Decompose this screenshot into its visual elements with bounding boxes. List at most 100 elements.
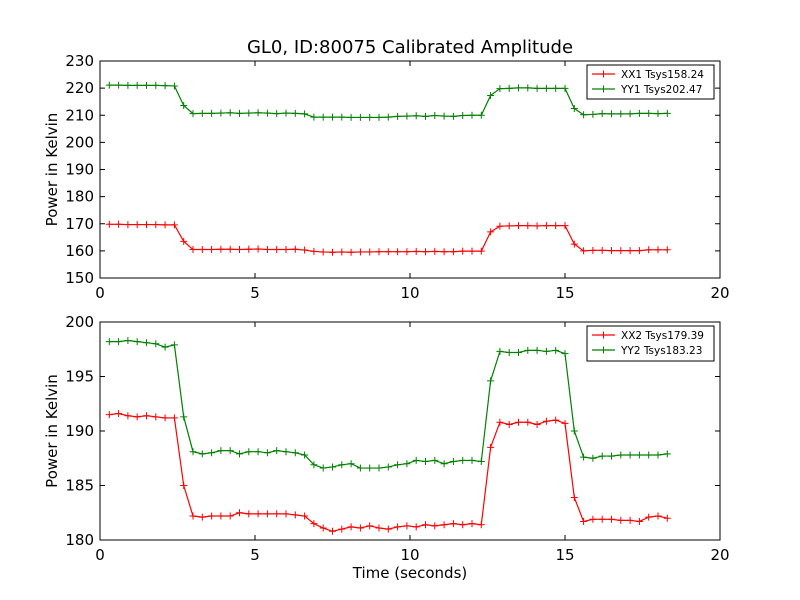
y-tick-label-1-1: 150 [65, 269, 94, 287]
data-point-1-2-53 [589, 110, 597, 118]
x-axis-label-2: Time (seconds) [352, 564, 468, 582]
data-point-1-1-17 [254, 245, 262, 253]
data-point-1-2-44 [505, 84, 513, 92]
data-point-1-1-24 [319, 248, 327, 256]
x-tick-label-1-4: 15 [555, 284, 574, 302]
data-point-2-1-25 [329, 527, 336, 535]
legend-marker-1-2 [600, 85, 607, 93]
data-point-2-1-19 [273, 510, 281, 518]
data-point-1-2-4 [133, 81, 141, 89]
data-point-1-2-27 [347, 113, 355, 121]
data-point-2-2-52 [580, 453, 588, 461]
data-point-2-2-54 [598, 452, 606, 460]
y-tick-label-1-7: 210 [65, 106, 94, 124]
data-point-2-1-57 [626, 516, 634, 524]
x-tick-label-2-4: 15 [555, 546, 574, 564]
data-point-2-2-21 [291, 449, 299, 457]
data-point-2-2-14 [226, 447, 234, 455]
data-point-1-1-47 [533, 222, 541, 230]
data-point-2-1-10 [189, 512, 197, 520]
data-point-2-1-59 [645, 513, 653, 521]
data-point-2-1-42 [487, 443, 495, 451]
data-point-2-2-36 [431, 456, 439, 464]
data-point-1-2-21 [291, 109, 299, 117]
data-point-1-2-16 [245, 109, 253, 117]
data-point-1-1-57 [626, 247, 634, 255]
y-tick-label-2-2: 185 [65, 477, 94, 495]
data-point-1-1-61 [663, 246, 671, 254]
data-point-1-2-17 [254, 109, 262, 117]
data-point-1-1-49 [552, 222, 560, 230]
y-tick-label-1-9: 230 [65, 52, 94, 70]
data-point-1-2-46 [524, 84, 532, 92]
data-point-1-1-19 [273, 246, 281, 254]
legend-label-1-1: XX1 Tsys158.24 [621, 69, 704, 81]
data-point-1-2-20 [282, 109, 290, 117]
data-point-2-1-18 [263, 510, 271, 518]
data-point-2-2-51 [570, 427, 578, 435]
data-point-1-1-50 [561, 222, 569, 230]
data-point-1-2-6 [152, 81, 160, 89]
data-point-2-2-35 [422, 458, 429, 466]
data-point-2-2-27 [347, 460, 355, 468]
data-point-1-2-36 [431, 112, 439, 120]
data-point-1-1-58 [635, 247, 643, 255]
data-point-1-1-5 [143, 221, 150, 229]
data-point-2-2-32 [394, 461, 402, 469]
data-point-2-1-61 [663, 514, 671, 522]
data-point-2-2-9 [180, 413, 188, 421]
data-point-1-2-57 [626, 110, 634, 118]
data-point-1-2-23 [310, 113, 318, 121]
legend-label-2-1: XX2 Tsys179.39 [621, 330, 704, 342]
data-point-1-1-10 [189, 246, 197, 254]
data-point-2-1-37 [440, 521, 448, 529]
y-tick-label-1-6: 200 [65, 133, 94, 151]
legend-label-2-2: YY2 Tsys183.23 [620, 345, 702, 357]
data-point-1-2-59 [645, 109, 653, 117]
y-tick-label-2-4: 195 [65, 368, 94, 386]
data-point-1-1-18 [263, 246, 271, 254]
data-point-1-1-53 [589, 246, 597, 254]
data-point-1-2-25 [329, 113, 336, 121]
data-point-1-2-29 [366, 113, 374, 121]
data-point-1-2-37 [440, 112, 448, 120]
data-point-1-1-48 [542, 222, 550, 230]
data-point-1-1-13 [217, 245, 225, 253]
data-point-1-1-43 [496, 222, 504, 230]
data-point-1-2-39 [459, 112, 467, 120]
data-point-1-1-56 [617, 247, 625, 255]
data-point-2-2-42 [487, 377, 495, 385]
data-point-2-2-17 [254, 448, 262, 456]
data-point-2-2-44 [505, 349, 513, 357]
data-point-1-2-38 [449, 112, 457, 120]
data-point-1-2-26 [338, 113, 346, 121]
x-tick-label-2-3: 10 [400, 546, 419, 564]
x-tick-label-2-5: 20 [710, 546, 729, 564]
data-point-1-2-28 [356, 113, 364, 121]
data-point-1-1-41 [477, 247, 485, 255]
data-point-1-2-8 [170, 82, 178, 90]
y-tick-label-1-4: 180 [65, 188, 94, 206]
x-tick-label-1-1: 0 [95, 284, 105, 302]
data-point-1-2-33 [403, 112, 411, 120]
data-point-2-1-39 [459, 521, 467, 529]
data-point-2-2-45 [515, 349, 522, 357]
data-point-2-2-18 [263, 449, 271, 457]
data-point-2-1-55 [608, 515, 615, 523]
data-point-1-2-47 [533, 84, 541, 92]
data-point-2-2-48 [542, 347, 550, 355]
data-point-1-2-42 [487, 91, 495, 99]
data-point-1-1-32 [394, 248, 402, 256]
data-point-1-1-23 [310, 247, 318, 255]
data-point-2-1-43 [496, 418, 504, 426]
data-point-1-1-40 [468, 247, 476, 255]
data-point-2-2-10 [189, 448, 197, 456]
legend-marker-2-1 [600, 331, 607, 339]
chart-panel-2: 0 5 10 15 20 180 185 190 195 200 Power in Kelvin Ti… [43, 313, 730, 582]
data-point-2-2-23 [310, 461, 318, 469]
data-point-2-2-31 [384, 463, 392, 471]
data-point-2-1-46 [524, 418, 532, 426]
data-point-2-2-43 [496, 347, 504, 355]
data-point-1-2-43 [496, 85, 504, 93]
data-point-1-2-61 [663, 109, 671, 117]
